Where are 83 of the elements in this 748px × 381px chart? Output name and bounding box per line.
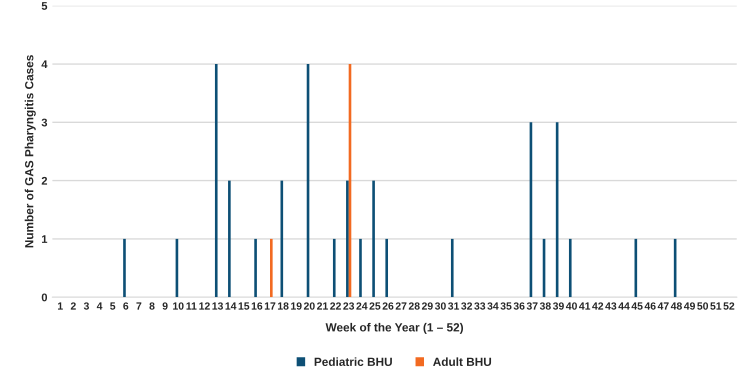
bar <box>634 238 638 298</box>
y-tick-label: 4 <box>41 60 48 68</box>
x-tick-label: 38 <box>540 302 551 310</box>
bar <box>332 238 336 298</box>
bar <box>542 238 546 298</box>
x-tick-label: 17 <box>264 302 276 310</box>
x-tick-label: 1 <box>58 302 63 310</box>
y-tick-label: 1 <box>42 235 48 243</box>
x-tick-label: 37 <box>526 302 538 310</box>
x-tick-label: 50 <box>697 302 708 310</box>
x-tick-label: 41 <box>579 302 590 310</box>
bar <box>214 64 218 298</box>
x-axis-title: Week of the Year (1 – 52) <box>326 322 464 334</box>
x-tick-label: 30 <box>434 302 446 310</box>
x-tick-label: 3 <box>84 302 89 310</box>
x-tick-label: 48 <box>670 302 682 310</box>
y-tick-label: 0 <box>42 293 48 302</box>
bar <box>556 122 558 298</box>
x-tick-label: 44 <box>618 302 630 310</box>
x-tick-label: 18 <box>278 302 289 310</box>
bar <box>254 238 257 298</box>
x-tick-label: 47 <box>658 302 669 310</box>
x-tick-label: 51 <box>710 302 722 310</box>
bar <box>228 180 231 298</box>
x-tick-label: 36 <box>514 302 525 310</box>
bar <box>346 180 349 298</box>
x-tick-label: 12 <box>199 302 210 310</box>
x-tick-label: 4 <box>96 302 102 310</box>
legend-label: Pediatric BHU <box>314 357 392 366</box>
x-tick-label: 29 <box>422 302 433 310</box>
x-tick-label: 21 <box>317 302 328 310</box>
x-tick-label: 39 <box>552 302 564 310</box>
y-tick-label: 3 <box>42 118 48 126</box>
y-tick-label: 5 <box>42 2 48 10</box>
x-tick-label: 16 <box>252 302 262 310</box>
x-tick-label: 52 <box>723 302 734 310</box>
bar <box>359 238 362 298</box>
x-tick-label: 8 <box>149 302 155 310</box>
y-tick-label: 2 <box>42 176 48 185</box>
bar <box>280 180 284 298</box>
x-tick-label: 32 <box>461 302 472 310</box>
x-tick-label: 2 <box>70 302 76 310</box>
bar <box>348 64 352 298</box>
x-tick-label: 6 <box>123 302 128 310</box>
legend-label: Adult BHU <box>433 357 492 366</box>
x-tick-label: 15 <box>238 302 250 310</box>
x-tick-label: 49 <box>684 302 695 310</box>
x-tick-label: 26 <box>382 302 394 310</box>
x-tick-label: 24 <box>356 302 368 310</box>
x-tick-label: 35 <box>500 302 512 310</box>
x-tick-label: 20 <box>304 302 315 310</box>
bar <box>123 238 126 298</box>
bar <box>530 122 532 298</box>
x-tick-label: 42 <box>592 302 604 310</box>
x-tick-label: 5 <box>110 302 116 310</box>
x-tick-label: 13 <box>212 302 223 310</box>
x-tick-label: 25 <box>369 302 380 310</box>
x-tick-label: 45 <box>632 302 643 310</box>
bar <box>385 238 388 298</box>
bar <box>270 238 273 298</box>
x-tick-label: 19 <box>291 302 302 310</box>
x-tick-label: 14 <box>226 302 236 310</box>
bar <box>176 238 178 298</box>
x-tick-label: 31 <box>448 302 460 310</box>
x-tick-label: 11 <box>186 302 197 310</box>
x-tick-label: 27 <box>396 302 406 310</box>
x-tick-label: 33 <box>474 302 486 310</box>
x-tick-label: 43 <box>605 302 616 310</box>
y-axis-title: Number of GAS Pharyngitis Cases <box>24 55 36 248</box>
bar <box>372 180 375 298</box>
x-tick-label: 34 <box>487 302 499 310</box>
x-tick-label: 7 <box>136 302 142 310</box>
x-tick-label: 28 <box>408 302 420 310</box>
x-tick-label: 22 <box>330 302 341 310</box>
bar <box>306 64 310 298</box>
bar <box>568 238 572 298</box>
x-tick-label: 46 <box>644 302 656 310</box>
bar <box>450 238 454 298</box>
x-tick-label: 40 <box>566 302 577 310</box>
x-tick-label: 9 <box>162 302 168 310</box>
bar <box>674 238 676 298</box>
x-tick-label: 23 <box>343 302 354 310</box>
x-tick-label: 10 <box>173 302 184 310</box>
